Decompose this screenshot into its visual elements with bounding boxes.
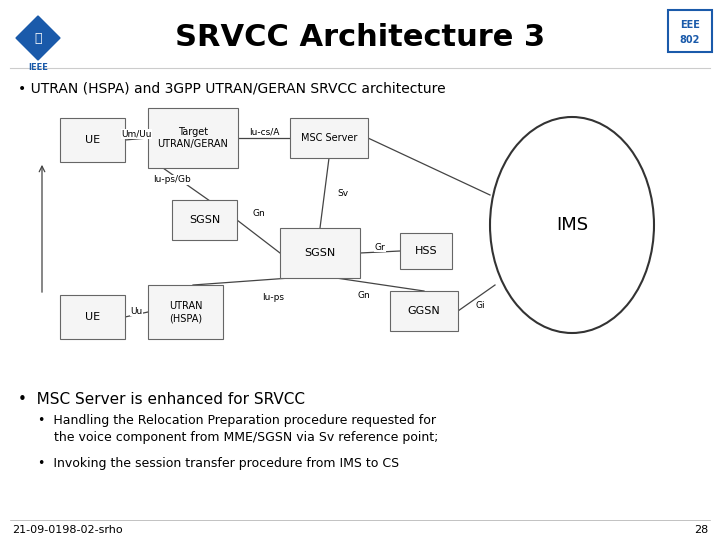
Text: •  Handling the Relocation Preparation procedure requested for
    the voice com: • Handling the Relocation Preparation pr… <box>38 414 438 444</box>
Text: Gn: Gn <box>358 292 370 300</box>
Text: SGSN: SGSN <box>305 248 336 258</box>
Bar <box>390 291 458 331</box>
Text: Gr: Gr <box>374 242 385 252</box>
Text: Iu-ps/Gb: Iu-ps/Gb <box>153 176 191 185</box>
Text: IEEE: IEEE <box>28 64 48 72</box>
Bar <box>148 285 223 339</box>
Text: Gi: Gi <box>475 301 485 310</box>
Text: 802: 802 <box>680 35 700 45</box>
Text: IMS: IMS <box>556 216 588 234</box>
Bar <box>400 233 452 269</box>
Text: ⓘ: ⓘ <box>35 31 42 44</box>
Bar <box>280 228 360 278</box>
Bar <box>290 118 368 158</box>
Text: UE: UE <box>85 135 100 145</box>
Bar <box>668 10 712 52</box>
Text: EEE: EEE <box>680 19 700 30</box>
Text: UE: UE <box>85 312 100 322</box>
Text: UTRAN
(HSPA): UTRAN (HSPA) <box>168 301 202 323</box>
Text: Uu: Uu <box>130 307 143 315</box>
Text: HSS: HSS <box>415 246 437 256</box>
Bar <box>172 200 237 240</box>
Text: GGSN: GGSN <box>408 306 441 316</box>
Text: • UTRAN (HSPA) and 3GPP UTRAN/GERAN SRVCC architecture: • UTRAN (HSPA) and 3GPP UTRAN/GERAN SRVC… <box>18 82 446 96</box>
Bar <box>60 118 125 162</box>
Polygon shape <box>16 16 60 60</box>
Bar <box>60 295 125 339</box>
Text: SRVCC Architecture 3: SRVCC Architecture 3 <box>175 24 545 52</box>
Text: Iu-cs/A: Iu-cs/A <box>249 127 279 137</box>
Text: •  MSC Server is enhanced for SRVCC: • MSC Server is enhanced for SRVCC <box>18 392 305 407</box>
Text: Target
UTRAN/GERAN: Target UTRAN/GERAN <box>158 127 228 149</box>
Ellipse shape <box>490 117 654 333</box>
Text: Um/Uu: Um/Uu <box>121 130 152 138</box>
Text: Gn: Gn <box>252 208 265 218</box>
Text: MSC Server: MSC Server <box>301 133 357 143</box>
Text: •  Invoking the session transfer procedure from IMS to CS: • Invoking the session transfer procedur… <box>38 457 399 470</box>
Text: SGSN: SGSN <box>189 215 220 225</box>
Text: Sv: Sv <box>338 188 348 198</box>
Bar <box>148 108 238 168</box>
Text: 21-09-0198-02-srho: 21-09-0198-02-srho <box>12 525 122 535</box>
Text: Iu-ps: Iu-ps <box>262 294 284 302</box>
Text: 28: 28 <box>694 525 708 535</box>
